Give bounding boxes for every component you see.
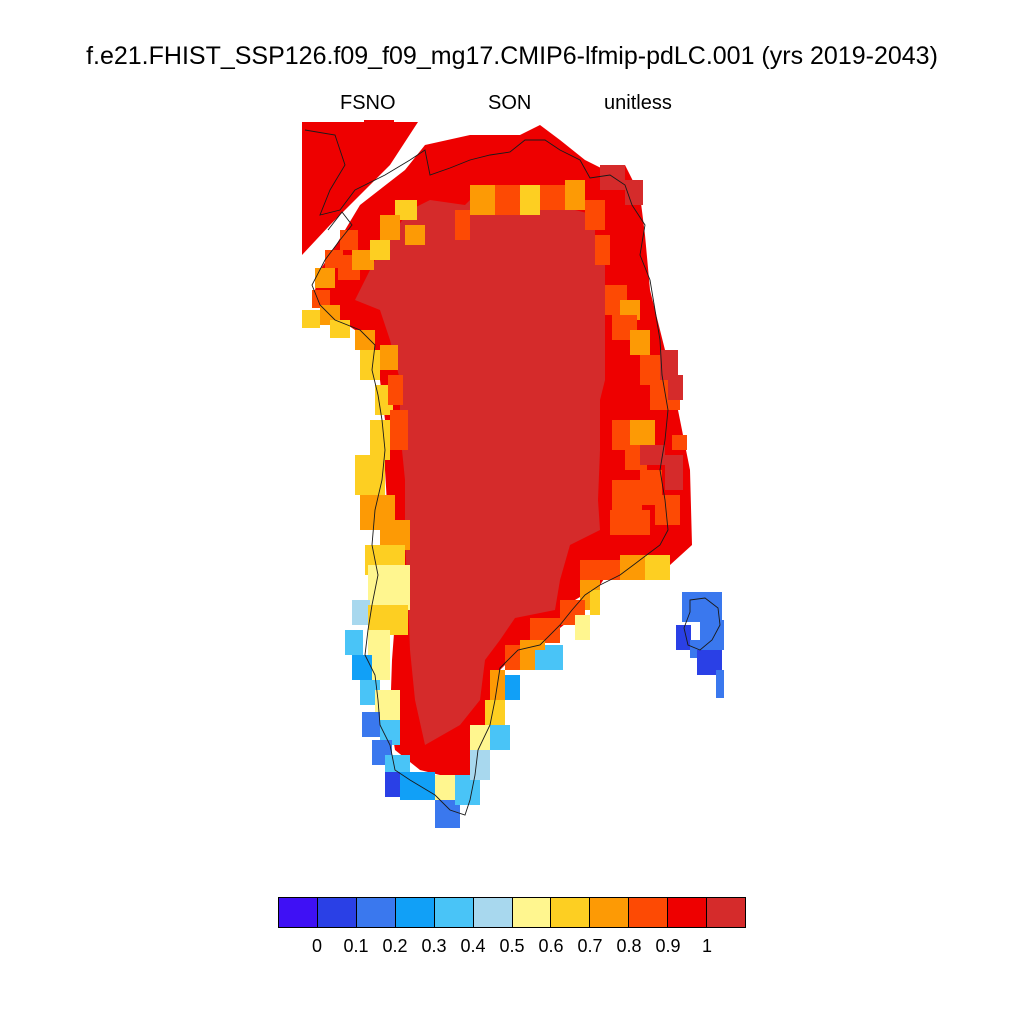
units-label: unitless: [604, 92, 672, 114]
grid-cell-east: [630, 420, 655, 445]
grid-cell-east: [640, 355, 660, 385]
colorbar-swatch: [590, 898, 630, 927]
iceland-cell: [716, 670, 724, 698]
grid-cell-west: [330, 320, 350, 338]
grid-cell-west: [380, 720, 400, 745]
variable-label: FSNO: [340, 92, 396, 114]
grid-cell-east: [505, 675, 520, 700]
grid-cell-east: [665, 455, 683, 490]
season-label: SON: [488, 92, 532, 114]
colorbar-swatch: [551, 898, 591, 927]
grid-cell-west: [355, 330, 375, 350]
grid-cell-east: [610, 510, 650, 535]
colorbar-tick-label: 0: [311, 936, 323, 956]
grid-cell-west: [352, 250, 374, 270]
grid-cell-east: [645, 555, 670, 580]
grid-cell-east: [580, 560, 620, 580]
colorbar-swatch: [279, 898, 318, 927]
grid-cell-west: [312, 290, 330, 308]
colorbar-tick-label: 0.2: [382, 936, 408, 956]
grid-cell-north: [585, 200, 605, 230]
grid-cell-north: [470, 185, 495, 215]
colorbar-tick-label: 0.4: [460, 936, 486, 956]
grid-cell-east: [530, 618, 560, 643]
colorbar-tick-label: 0.3: [421, 936, 447, 956]
colorbar-tick-label: 0.6: [538, 936, 564, 956]
colorbar: [278, 897, 746, 928]
grid-cell-west: [400, 772, 435, 800]
iceland-cell: [682, 592, 722, 622]
colorbar-tick-label: 0.7: [577, 936, 603, 956]
grid-cell-west: [370, 240, 390, 260]
grid-cell-north: [495, 185, 520, 215]
grid-cell-east: [612, 480, 642, 510]
colorbar-swatch: [629, 898, 669, 927]
grid-cell-west: [405, 225, 425, 245]
grid-cell-north: [600, 165, 625, 190]
grid-cell-east: [470, 725, 490, 750]
grid-cell-east: [595, 235, 610, 265]
grid-cell-west: [355, 455, 385, 495]
grid-cell-west: [302, 310, 320, 328]
grid-cell-east: [590, 590, 600, 615]
grid-cell-west: [390, 410, 408, 450]
ice-sheet-interior: [355, 195, 605, 745]
colorbar-swatch: [668, 898, 708, 927]
colorbar-swatch: [512, 898, 552, 927]
grid-cell-west: [362, 712, 380, 737]
grid-cell-west: [388, 375, 403, 405]
grid-cell-west: [340, 230, 358, 250]
grid-cell-north: [520, 185, 540, 215]
colorbar-labels: 0 0.1 0.2 0.3 0.4 0.5 0.6 0.7 0.8 0.9 1: [0, 936, 1024, 960]
grid-cell-east: [630, 330, 650, 355]
grid-cell-east: [505, 645, 520, 670]
grid-cell-north: [540, 185, 565, 210]
grid-cell-west: [368, 630, 390, 660]
plot-title: f.e21.FHIST_SSP126.f09_f09_mg17.CMIP6-lf…: [86, 42, 938, 70]
grid-cell-west: [315, 268, 335, 288]
colorbar-swatch: [356, 898, 396, 927]
grid-cell-east: [485, 700, 505, 725]
grid-cell-north: [565, 180, 585, 210]
grid-cell-east: [668, 375, 683, 400]
grid-cell-west: [395, 200, 417, 220]
colorbar-swatch: [434, 898, 474, 927]
grid-cell-east: [672, 435, 687, 450]
grid-cell-west: [380, 345, 398, 370]
colorbar-tick-label: 0.8: [616, 936, 642, 956]
coastline: [304, 129, 669, 816]
colorbar-swatch: [473, 898, 513, 927]
colorbar-tick-label: 0.5: [499, 936, 525, 956]
colorbar-swatch: [707, 898, 746, 927]
grid-cell-north: [455, 210, 470, 240]
iceland-cell: [676, 625, 691, 650]
coastline-iceland: [683, 597, 721, 651]
colorbar-swatch: [317, 898, 357, 927]
grid-cell-east: [535, 650, 555, 670]
grid-cell-east: [655, 495, 680, 525]
grid-cell-west: [370, 420, 390, 460]
grid-cell-west: [372, 655, 390, 680]
grid-cell-west: [352, 600, 370, 625]
grid-cell-east: [660, 350, 678, 380]
grid-cell-west: [360, 350, 380, 380]
grid-cell-east: [640, 445, 665, 465]
grid-cell-west: [352, 655, 372, 680]
grid-cell-west: [385, 755, 410, 775]
grid-cell-west: [380, 215, 400, 240]
grid-cell-east: [575, 615, 590, 640]
colorbar-swatch: [395, 898, 435, 927]
grid-cell-east: [470, 750, 490, 780]
colorbar-tick-label: 1: [701, 936, 713, 956]
grid-cell-west: [345, 630, 363, 655]
colorbar-tick-label: 0.9: [655, 936, 681, 956]
colorbar-tick-label: 0.1: [343, 936, 369, 956]
grid-cell: [364, 120, 394, 142]
grid-cell-east: [490, 725, 510, 750]
nw-region: [302, 122, 418, 255]
grid-cell-west: [368, 565, 410, 610]
